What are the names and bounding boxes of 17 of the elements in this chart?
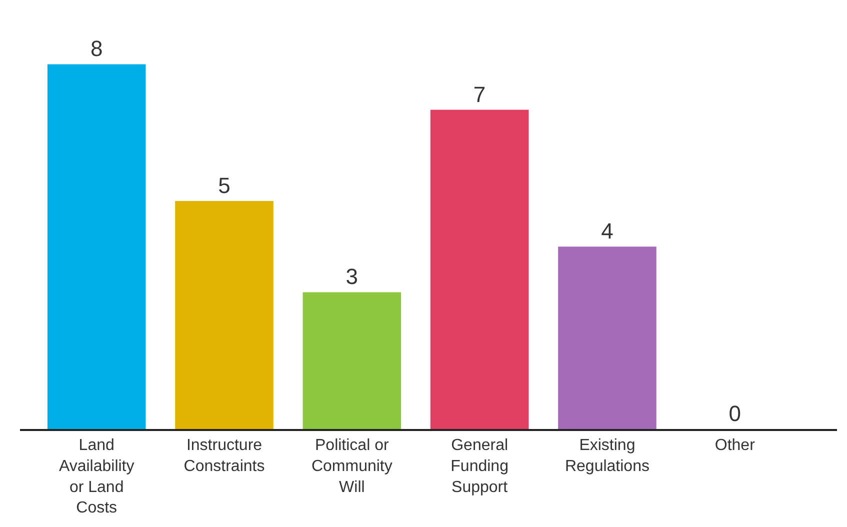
bar [302,292,402,429]
data-label: 5 [218,173,230,198]
data-label: 7 [473,82,486,107]
data-label: 4 [601,218,614,244]
x-tick-label: Other [714,437,756,454]
data-label: 3 [346,264,358,290]
bar [47,64,146,429]
data-label: 0 [728,401,741,426]
x-tick-label: Political or Community Will [311,437,392,496]
data-label: 8 [90,36,103,62]
x-tick-label: General Funding Support [450,437,508,496]
bar [175,201,274,429]
bar [558,246,656,429]
x-tick-label: Instructure Constraints [184,437,265,475]
x-tick-label: Land Availability or Land Costs [58,437,134,517]
bar [430,110,529,429]
x-tick-label: Existing Regulations [564,437,650,475]
